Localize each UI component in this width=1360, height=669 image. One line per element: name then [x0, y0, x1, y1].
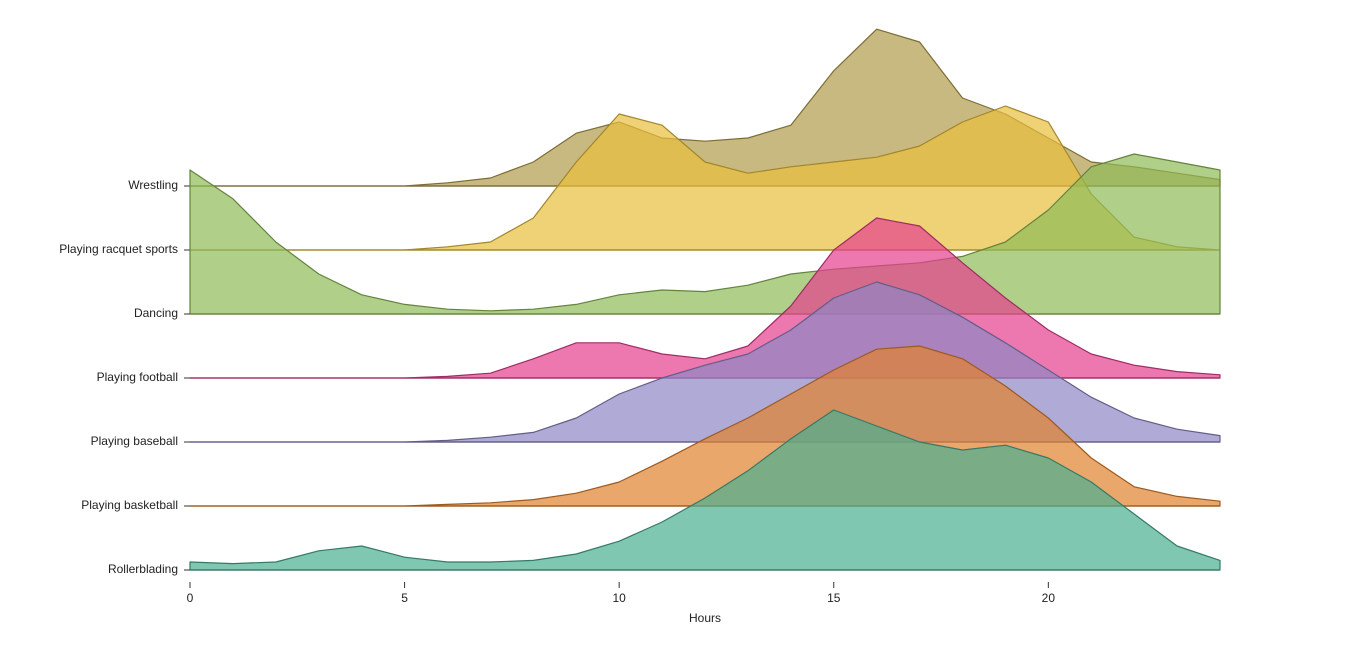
row-label: Playing racquet sports	[59, 242, 178, 256]
row-label: Playing football	[97, 370, 178, 384]
x-tick-label: 20	[1042, 591, 1056, 605]
x-tick-label: 15	[827, 591, 841, 605]
row-label: Dancing	[134, 306, 178, 320]
x-tick-label: 5	[401, 591, 408, 605]
row-label: Playing basketball	[81, 498, 178, 512]
x-tick-label: 10	[612, 591, 626, 605]
row-label: Playing baseball	[91, 434, 178, 448]
row-label: Rollerblading	[108, 562, 178, 576]
ridgeline-chart: Wrestling Playing racquet sports Dancing Pl…	[0, 0, 1360, 669]
x-axis-label: Hours	[689, 611, 721, 625]
x-tick-label: 0	[187, 591, 194, 605]
row-label: Wrestling	[128, 178, 178, 192]
